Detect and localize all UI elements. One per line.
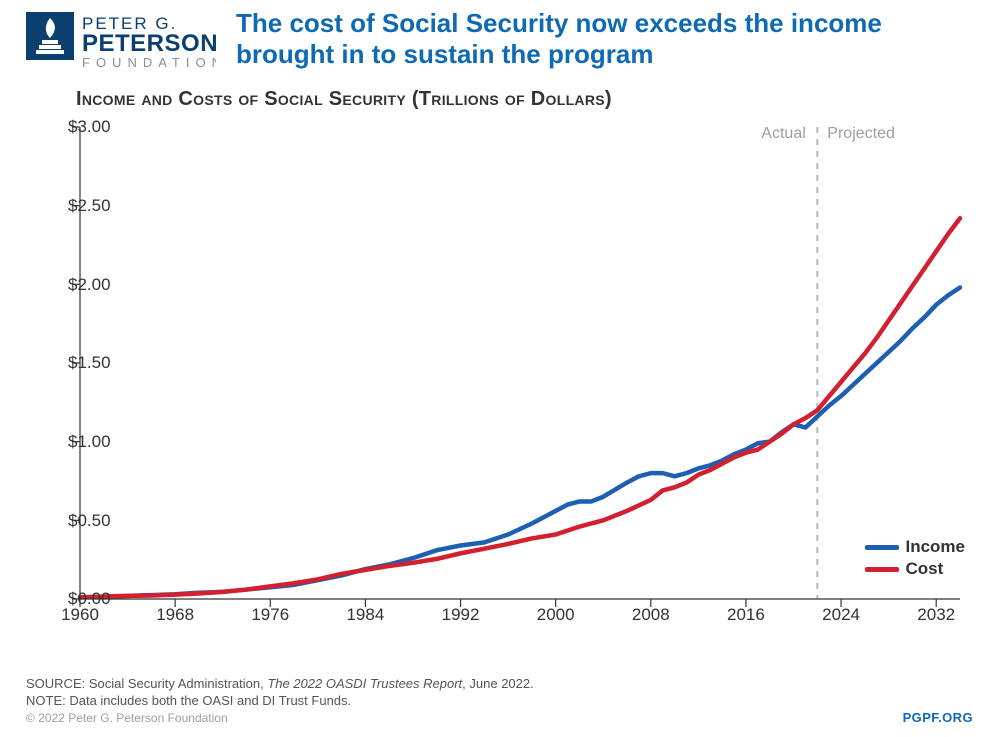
chart-title: The cost of Social Security now exceeds …: [236, 8, 973, 70]
x-tick-label: 2016: [727, 599, 765, 625]
chart-svg: [26, 117, 973, 637]
note-line: NOTE: Data includes both the OASI and DI…: [26, 693, 973, 710]
x-tick-label: 1968: [156, 599, 194, 625]
legend-cost: Cost: [865, 559, 965, 579]
source-suffix: , June 2022.: [462, 676, 534, 691]
site-link[interactable]: PGPF.ORG: [903, 710, 973, 727]
source-prefix: SOURCE: Social Security Administration,: [26, 676, 267, 691]
x-tick-label: 1976: [251, 599, 289, 625]
projected-label: Projected: [827, 125, 895, 143]
series-income: [80, 288, 960, 598]
x-tick-label: 2008: [632, 599, 670, 625]
x-tick-label: 1992: [442, 599, 480, 625]
source-italic: The 2022 OASDI Trustees Report: [267, 676, 462, 691]
x-tick-label: 1984: [346, 599, 384, 625]
footer: SOURCE: Social Security Administration, …: [26, 676, 973, 727]
logo: PETER G. PETERSON FOUNDATION: [26, 12, 216, 70]
logo-line3: FOUNDATION: [82, 55, 216, 70]
legend: Income Cost: [865, 537, 965, 581]
copyright-line: © 2022 Peter G. Peterson Foundation: [26, 711, 973, 727]
x-tick-label: 1960: [61, 599, 99, 625]
legend-income: Income: [865, 537, 965, 557]
logo-svg: PETER G. PETERSON FOUNDATION: [26, 12, 216, 70]
source-line: SOURCE: Social Security Administration, …: [26, 676, 973, 693]
logo-line2: PETERSON: [82, 30, 216, 57]
legend-label-income: Income: [905, 537, 965, 557]
chart: $0.00$0.50$1.00$1.50$2.00$2.50$3.00 1960…: [26, 117, 973, 637]
chart-subtitle: Income and Costs of Social Security (Tri…: [76, 88, 973, 111]
legend-swatch-income: [865, 545, 899, 550]
page: PETER G. PETERSON FOUNDATION The cost of…: [0, 0, 999, 737]
x-tick-label: 2032: [917, 599, 955, 625]
legend-swatch-cost: [865, 567, 899, 572]
header: PETER G. PETERSON FOUNDATION The cost of…: [26, 10, 973, 70]
x-tick-label: 2000: [537, 599, 575, 625]
x-tick-label: 2024: [822, 599, 860, 625]
actual-label: Actual: [761, 125, 805, 143]
legend-label-cost: Cost: [905, 559, 943, 579]
